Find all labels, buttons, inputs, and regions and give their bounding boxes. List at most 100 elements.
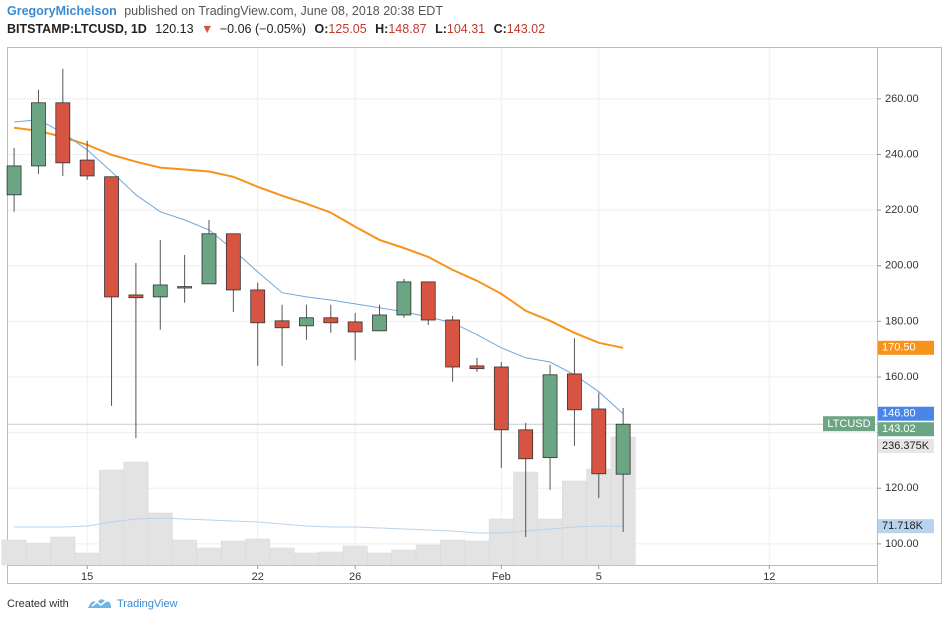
x-tick-label: 5 <box>596 571 602 583</box>
volume-bar <box>147 512 173 566</box>
panel-border <box>7 47 942 584</box>
y-tick-label: 160.00 <box>885 371 919 383</box>
ohlc-key: C: <box>494 22 507 36</box>
price: 120.13 <box>155 22 193 36</box>
volume-bar <box>488 518 514 566</box>
symbol: BITSTAMP:LTCUSD, 1D <box>7 22 147 36</box>
published: published on TradingView.com, June 08, 2… <box>124 4 443 18</box>
candle-body <box>225 233 241 291</box>
volume-tag: 236.375K <box>882 440 930 452</box>
ohlc-value: 125.05 <box>328 22 366 36</box>
header-line: GregoryMichelson published on TradingVie… <box>7 4 443 18</box>
candle-body <box>372 314 387 332</box>
volume-bar <box>50 536 76 566</box>
candle-body <box>177 286 193 289</box>
footer-brand[interactable]: TradingView <box>117 598 178 610</box>
symbol-tag: LTCUSD <box>827 418 870 430</box>
footer-created: Created with <box>7 598 69 610</box>
close-tag: 143.02 <box>882 423 916 435</box>
y-tick-label: 120.00 <box>885 482 919 494</box>
candle-body <box>201 233 217 285</box>
candle-body <box>493 366 509 431</box>
volume-bar <box>342 545 368 566</box>
logo <box>88 599 111 608</box>
candle-body <box>615 423 631 475</box>
x-tick-label: Feb <box>492 571 511 583</box>
candle-body <box>469 365 485 370</box>
candle-body <box>591 408 607 475</box>
volume-bar <box>74 552 100 566</box>
candle-body <box>31 102 46 167</box>
candle-body <box>518 429 534 460</box>
candle-body <box>79 159 95 177</box>
y-tick-label: 180.00 <box>885 315 919 327</box>
y-tick-label: 240.00 <box>885 148 919 160</box>
volume-bar <box>391 549 417 566</box>
plot: 100.00120.00140.00160.00180.00200.00220.… <box>1 48 934 583</box>
candle-body <box>152 284 168 298</box>
arrow: ▼ <box>201 22 213 36</box>
volume-bar <box>561 480 587 566</box>
candle-body <box>55 102 71 164</box>
candle-body <box>104 176 119 298</box>
volume-bar <box>318 551 344 566</box>
ma-line <box>14 119 624 415</box>
ohlc-key: H: <box>375 22 388 36</box>
close-tag-bg <box>878 422 934 437</box>
ohlc-value: 148.87 <box>388 22 426 36</box>
symbol-line: BITSTAMP:LTCUSD, 1D 120.13 ▼ −0.06 (−0.0… <box>7 22 545 36</box>
candle-body <box>347 321 363 333</box>
ma-tag-bg <box>878 340 934 355</box>
volume-ma-tag: 71.718K <box>882 520 924 532</box>
candle-body <box>445 319 461 368</box>
candle-body <box>6 165 22 196</box>
candle-body <box>396 281 412 316</box>
y-tick-label: 100.00 <box>885 538 919 550</box>
x-tick-label: 15 <box>81 571 93 583</box>
ma-tag: 146.80 <box>882 408 916 420</box>
x-tick-label: 22 <box>252 571 264 583</box>
volume-bar <box>99 469 124 566</box>
volume-bar <box>1 539 27 566</box>
volume-bar <box>245 538 271 566</box>
volume-ma-tag-bg <box>878 519 934 534</box>
candle-body <box>299 317 314 327</box>
candle-body <box>567 373 582 411</box>
x-tick-label: 12 <box>763 571 775 583</box>
y-tick-label: 260.00 <box>885 93 919 105</box>
volume-bar <box>220 540 246 566</box>
ohlc-value: 143.02 <box>507 22 545 36</box>
y-tick-label: 220.00 <box>885 204 919 216</box>
volume-bar <box>172 539 198 566</box>
volume-bar <box>464 540 490 566</box>
ma-tag-bg <box>878 406 934 421</box>
ohlc-key: O: <box>315 22 329 36</box>
volume-bar <box>367 552 392 566</box>
candle-body <box>274 320 290 329</box>
y-tick-label: 200.00 <box>885 260 919 272</box>
volume-bar <box>26 542 51 566</box>
volume-bar <box>440 539 466 566</box>
candle-body <box>250 289 266 324</box>
ohlc-key: L: <box>435 22 447 36</box>
ohlc-value: 104.31 <box>447 22 485 36</box>
symbol-tag-bg <box>823 416 875 432</box>
volume-bar <box>294 552 319 566</box>
candle-body <box>128 294 144 299</box>
candle-body <box>542 374 558 459</box>
x-tick-label: 26 <box>349 571 361 583</box>
volume-bar <box>123 461 149 566</box>
volume-bar <box>196 547 222 566</box>
volume-bar <box>415 544 441 566</box>
volume-bar <box>269 547 295 566</box>
candle-body <box>323 317 339 324</box>
volume-bar <box>537 518 563 566</box>
ma-line <box>13 126 624 349</box>
change: −0.06 (−0.05%) <box>220 22 306 36</box>
volume-ma-line <box>14 517 624 534</box>
author[interactable]: GregoryMichelson <box>7 4 117 18</box>
ma-tag: 170.50 <box>882 342 916 354</box>
candle-body <box>420 281 436 321</box>
volume-tag-bg <box>878 439 934 454</box>
